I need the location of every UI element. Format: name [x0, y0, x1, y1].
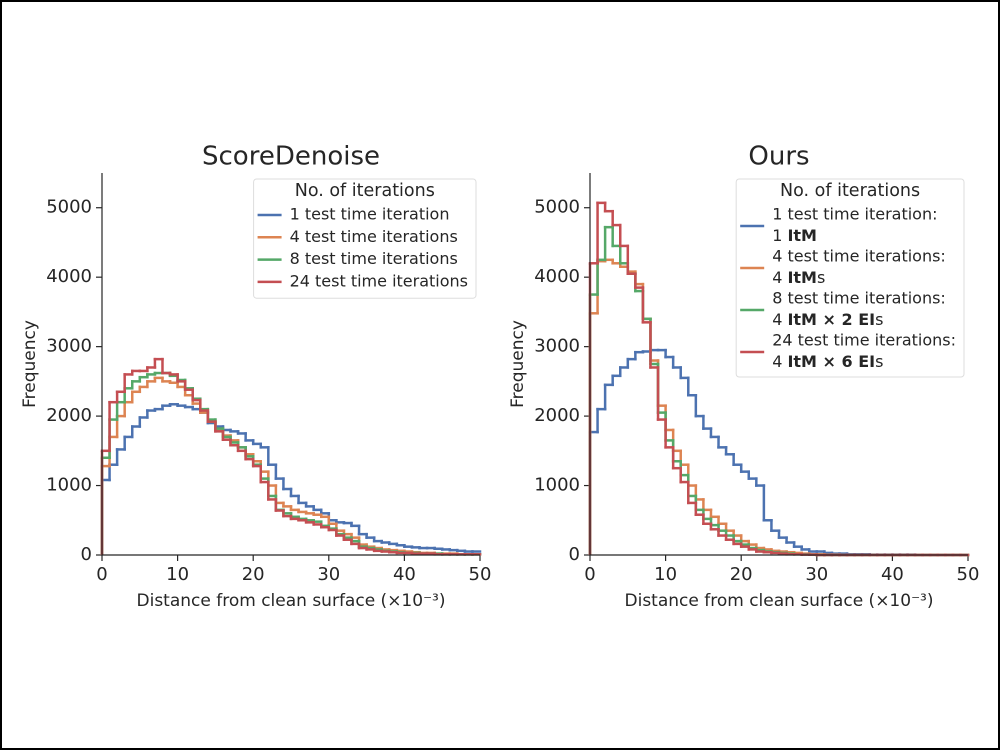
legend-label-part: s	[817, 268, 825, 287]
legend-label: 24 test time iterations:	[772, 331, 956, 350]
x-tick-label: 40	[881, 564, 904, 585]
x-axis-label: Distance from clean surface (×10⁻³)	[625, 591, 934, 611]
x-tick-label: 20	[730, 564, 753, 585]
legend-label: 4 test time iterations:	[772, 247, 946, 266]
subplot: ScoreDenoise Distance from clean surface …	[20, 142, 491, 612]
x-tick-label: 50	[469, 564, 492, 585]
y-tick-label: 5000	[46, 197, 92, 218]
x-tick-label: 30	[805, 564, 828, 585]
subplot: Ours Distance from clean surface (×10⁻³) F…	[508, 142, 979, 612]
x-tick-label: 10	[654, 564, 677, 585]
y-tick-label: 4000	[534, 266, 580, 287]
y-axis-label: Frequency	[508, 320, 528, 408]
x-tick-label: 10	[166, 564, 189, 585]
y-tick-label: 2000	[46, 405, 92, 426]
y-tick-label: 1000	[46, 475, 92, 496]
legend-label-part: 1	[772, 226, 787, 245]
chart-title: ScoreDenoise	[202, 142, 380, 172]
legend-title: No. of iterations	[780, 181, 920, 201]
legend-label-detail: 4 ItM × 6 EIs	[772, 352, 883, 371]
legend-label-part: ItM × 2 EI	[787, 310, 875, 329]
legend-label-part: ItM × 6 EI	[787, 352, 875, 371]
legend: 1 test time iteration: 1 ItM 4 test time i…	[735, 178, 965, 378]
y-axis-label: Frequency	[20, 320, 40, 408]
legend-label-part: 4	[772, 352, 787, 371]
y-tick-label: 3000	[46, 336, 92, 357]
x-axis-label: Distance from clean surface (×10⁻³)	[137, 591, 446, 611]
legend: 1 test time iteration 4 test time iterati…	[253, 178, 477, 299]
x-tick-label: 30	[317, 564, 340, 585]
y-tick-label: 0	[81, 544, 92, 565]
x-tick-label: 50	[957, 564, 980, 585]
legend-box	[735, 178, 965, 378]
x-tick-label: 20	[242, 564, 265, 585]
legend-label-part: ItM	[787, 226, 817, 245]
legend-label: 8 test time iterations:	[772, 289, 946, 308]
legend-label: 1 test time iteration:	[772, 205, 937, 224]
legend-label-detail: 4 ItM × 2 EIs	[772, 310, 883, 329]
legend-label-part: 4	[772, 310, 787, 329]
x-tick-label: 40	[393, 564, 416, 585]
y-tick-label: 2000	[534, 405, 580, 426]
y-tick-label: 3000	[534, 336, 580, 357]
legend-label-part: s	[875, 310, 883, 329]
y-tick-label: 4000	[46, 266, 92, 287]
legend-label: 1 test time iteration	[290, 205, 450, 224]
legend-label-part: ItM	[787, 268, 817, 287]
legend-label-detail: 1 ItM	[772, 226, 817, 245]
legend-label: 4 test time iterations	[290, 227, 458, 246]
legend-label-part: s	[875, 352, 883, 371]
legend-label-detail: 4 ItMs	[772, 268, 825, 287]
legend-label: 8 test time iterations	[290, 249, 458, 268]
x-tick-label: 0	[584, 564, 595, 585]
legend-label: 24 test time iterations	[290, 271, 468, 290]
y-tick-label: 1000	[534, 475, 580, 496]
x-tick-label: 0	[96, 564, 107, 585]
chart-title: Ours	[748, 142, 809, 172]
y-tick-label: 0	[569, 544, 580, 565]
y-tick-label: 5000	[534, 197, 580, 218]
legend-title: No. of iterations	[295, 181, 435, 201]
legend-label-part: 4	[772, 268, 787, 287]
legend-box	[253, 178, 477, 299]
